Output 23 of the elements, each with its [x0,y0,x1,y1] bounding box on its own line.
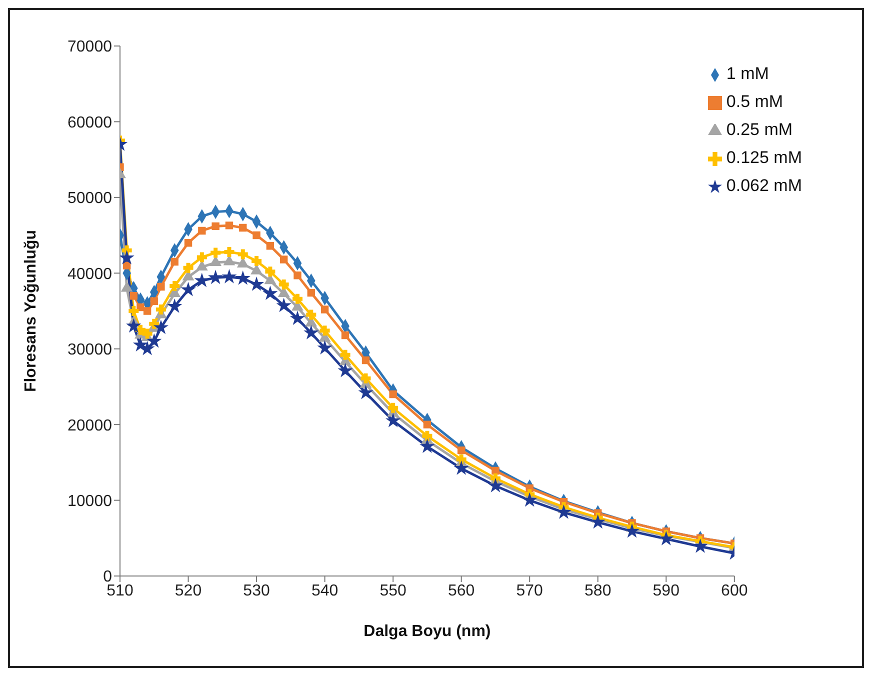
legend-label: 0.125 mM [726,148,802,167]
y-tick-label: 50000 [68,190,112,208]
x-tick-label: 570 [516,582,544,600]
y-tick-label: 30000 [68,342,112,359]
x-tick-label: 600 [721,582,748,600]
y-tick-label: 20000 [68,417,112,434]
x-tick-label: 520 [174,582,202,600]
x-tick-label: 550 [380,582,407,600]
x-tick-label: 580 [584,582,612,600]
x-axis-title: Dalga Boyu (nm) [364,623,491,640]
legend-label: 0.5 mM [726,92,784,111]
legend-label: 1 mM [726,64,769,83]
y-tick-label: 70000 [68,38,112,56]
x-tick-label: 530 [243,582,270,600]
legend-label: 0.062 mM [726,176,802,195]
x-tick-label: 560 [448,582,475,600]
x-tick-label: 590 [652,582,680,600]
y-tick-label: 10000 [68,492,112,510]
legend-label: 0.25 mM [726,120,793,139]
y-tick-label: 40000 [68,266,112,283]
x-tick-label: 540 [311,582,338,600]
y-tick-label: 60000 [68,114,112,132]
y-axis-title: Floresans Yoğunluğu [22,230,40,392]
